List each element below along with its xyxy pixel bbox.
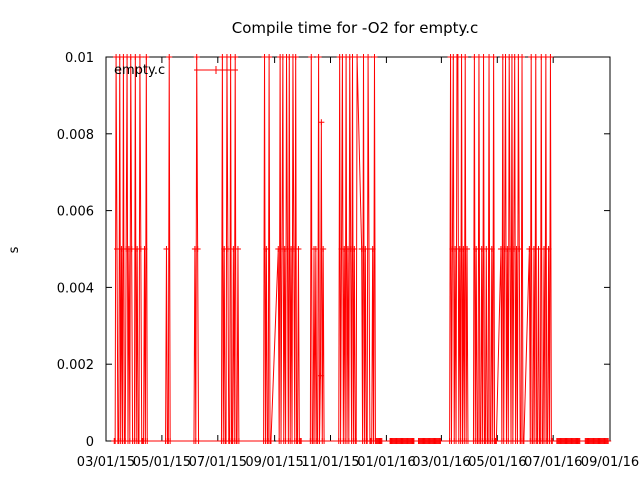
data-point xyxy=(437,438,444,444)
legend-label: empty.c xyxy=(114,63,165,78)
y-tick-label: 0.002 xyxy=(57,358,94,373)
data-point xyxy=(315,54,322,60)
x-tick-label: 03/01/16 xyxy=(412,455,470,470)
y-tick-label: 0.01 xyxy=(65,51,94,66)
data-point xyxy=(365,54,372,60)
data-point xyxy=(488,246,495,252)
y-axis-label: s xyxy=(7,246,22,253)
x-tick-label: 07/01/15 xyxy=(189,455,247,470)
y-tick-label: 0.008 xyxy=(57,128,94,143)
data-point xyxy=(354,54,361,60)
data-point xyxy=(166,54,173,60)
data-point xyxy=(464,438,471,444)
data-point xyxy=(295,246,302,252)
data-point xyxy=(519,54,526,60)
data-point xyxy=(480,54,487,60)
data-point xyxy=(312,246,319,252)
x-tick-label: 05/01/16 xyxy=(468,455,526,470)
data-point xyxy=(547,54,554,60)
data-point xyxy=(317,372,324,379)
y-tick-label: 0.004 xyxy=(57,281,94,296)
data-point xyxy=(369,246,376,252)
data-point xyxy=(464,246,471,252)
axis-ticks: 00.0020.0040.0060.0080.0103/01/1505/01/1… xyxy=(57,51,639,470)
data-point xyxy=(353,438,360,444)
data-point xyxy=(163,246,170,252)
data-point xyxy=(473,246,480,252)
data-point xyxy=(520,438,527,444)
data-point xyxy=(321,438,328,444)
data-point xyxy=(195,438,202,444)
data-point xyxy=(493,438,500,444)
data-point xyxy=(483,246,490,252)
data-point xyxy=(128,246,135,252)
x-tick-label: 11/01/15 xyxy=(301,455,359,470)
data-point xyxy=(605,438,612,444)
data-point xyxy=(371,54,378,60)
data-point xyxy=(263,246,270,252)
data-point xyxy=(141,246,148,252)
data-point xyxy=(545,246,552,252)
data-point xyxy=(308,54,315,60)
data-point xyxy=(224,246,231,252)
x-tick-label: 03/01/15 xyxy=(77,455,135,470)
y-tick-label: 0.006 xyxy=(57,205,94,220)
data-point xyxy=(462,54,469,60)
data-point xyxy=(234,246,241,252)
series-layer xyxy=(111,54,612,444)
data-point xyxy=(490,54,497,60)
data-point xyxy=(232,54,239,60)
x-tick-label: 05/01/15 xyxy=(133,455,191,470)
data-point xyxy=(318,119,325,126)
data-point xyxy=(266,54,273,60)
x-tick-label: 07/01/16 xyxy=(524,455,582,470)
data-point xyxy=(532,54,539,60)
data-point xyxy=(320,246,327,252)
data-point xyxy=(351,246,358,252)
data-point xyxy=(136,54,143,60)
data-point xyxy=(144,438,151,444)
data-point xyxy=(298,438,305,444)
chart-title: Compile time for -O2 for empty.c xyxy=(232,19,479,37)
y-tick-label: 0 xyxy=(86,435,94,450)
data-point xyxy=(167,438,174,444)
x-tick-label: 09/01/15 xyxy=(245,455,303,470)
data-point xyxy=(516,246,523,252)
data-point xyxy=(143,54,150,60)
data-point xyxy=(267,438,274,444)
data-point xyxy=(535,246,542,252)
data-point xyxy=(235,438,242,444)
x-tick-label: 01/01/16 xyxy=(357,455,415,470)
x-tick-label: 09/01/16 xyxy=(581,455,639,470)
data-point xyxy=(292,54,299,60)
data-point xyxy=(193,54,200,60)
legend: empty.c xyxy=(114,63,238,78)
data-point xyxy=(576,438,583,444)
data-point xyxy=(378,438,385,444)
data-point xyxy=(194,246,201,252)
